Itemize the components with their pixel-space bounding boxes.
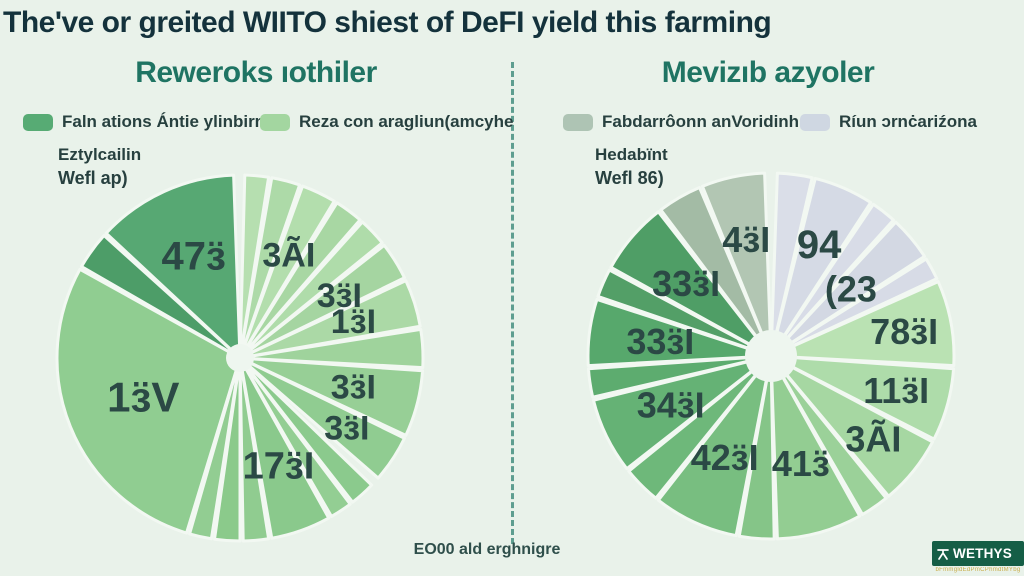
legend-swatch xyxy=(563,113,593,131)
legend-subline: Wefl ap) xyxy=(58,168,128,188)
pie-slice-label: 11ɜ̈I xyxy=(863,370,929,411)
page-title: The've or greited WIITO shiest of DeFI y… xyxy=(3,6,772,39)
legend-subline: Eztylcailin xyxy=(58,145,142,164)
pie-slice xyxy=(769,354,888,516)
legend-item: Fabdarrôonn anVoridinh xyxy=(563,112,799,132)
wethys-logo-box: WETHYS xyxy=(932,541,1024,566)
pie-slice xyxy=(238,356,406,480)
pie-center-hole xyxy=(745,330,797,382)
pie-slice xyxy=(586,297,773,368)
pie-slice xyxy=(238,201,362,360)
legend-subline: Hedabïnt xyxy=(595,145,668,164)
legend-label: Reza con aragliun(amcyhe xyxy=(299,112,514,131)
pie-slice-label: 3ɜ̈I xyxy=(317,277,362,315)
pie-slice-label: 33ɜ̈I xyxy=(652,263,720,304)
pie-slice xyxy=(769,202,895,358)
pie-slice-label: 94 xyxy=(797,223,842,267)
pie-slice-label: 1ɜ̈I xyxy=(331,303,376,341)
wethys-logo-text: WETHYS xyxy=(953,546,1012,561)
pie-slice xyxy=(769,176,873,358)
wethys-logo: WETHYS bFmmgldEdPmCPhmdtMYbg xyxy=(932,541,1024,573)
pie-slice xyxy=(238,184,336,360)
legend-label: Ríun ɔrnċariźona xyxy=(839,112,977,131)
pie-slice xyxy=(737,354,776,541)
pie-slice-label: 42ɜ̈I xyxy=(691,437,759,478)
section-header-right: Mevizıb azyoler xyxy=(661,56,875,89)
pie-slice xyxy=(238,356,352,518)
pie-slice-label: 41ɜ̈ xyxy=(772,443,830,484)
legend-item: Ríun ɔrnċariźona xyxy=(800,112,977,132)
legend-swatch xyxy=(800,113,830,131)
pie-slice xyxy=(238,279,422,360)
pie-slice-label: 3ÃI xyxy=(845,417,901,459)
pie-slice-label: 3ÃI xyxy=(262,237,315,275)
pie-slice xyxy=(55,267,242,535)
footer-caption: EO00 ald erghnigre xyxy=(413,541,561,558)
pie-slice-label: 1ɜ̈V xyxy=(107,374,179,421)
legend-item: Reza con aragliun(amcyhe xyxy=(260,112,513,132)
pie-slice xyxy=(700,171,773,358)
pie-slice xyxy=(769,220,926,358)
pie-slice xyxy=(238,243,406,360)
pie-slice xyxy=(596,268,773,358)
pie-slice-label: (23 xyxy=(825,268,877,309)
legend-label: Faln ations Ántie ylinbirm) xyxy=(62,112,276,131)
legend-swatch xyxy=(260,113,290,131)
pie-slice xyxy=(238,327,425,370)
pie-slice xyxy=(591,354,773,471)
pie-slice-label: 3ɜ̈I xyxy=(324,410,369,448)
pie-slice xyxy=(659,186,773,358)
pie-slice xyxy=(769,354,956,441)
pie-slice-label: 33ɜ̈I xyxy=(626,321,694,362)
pie-slice xyxy=(656,354,773,538)
legend-subline: Wefl 86) xyxy=(595,168,664,188)
pie-slice-label: 34ɜ̈I xyxy=(637,384,705,425)
pie-slice xyxy=(627,354,773,500)
wethys-logo-subtext: bFmmgldEdPmCPhmdtMYbg xyxy=(935,567,1021,573)
pie-slice xyxy=(238,220,384,360)
pie-slice xyxy=(769,280,956,368)
pie-slice xyxy=(238,356,425,437)
legend-swatch xyxy=(23,113,53,131)
pie-slice-label: 3ɜ̈I xyxy=(331,368,376,406)
pie-slice xyxy=(769,354,935,498)
section-header-left: Reweroks ıothiler xyxy=(135,56,377,89)
pie-slice xyxy=(104,173,242,360)
legend-item: Faln ations Ántie ylinbirm) xyxy=(23,112,275,132)
legend-label: Fabdarrôonn anVoridinh xyxy=(602,112,800,131)
wethys-logo-icon xyxy=(937,548,949,560)
pie-slice-label: 78ɜ̈I xyxy=(870,311,938,352)
pie-center-hole xyxy=(226,344,254,372)
pie-slice-label: 47ɜ̈ xyxy=(162,234,226,278)
section-divider xyxy=(511,62,514,544)
pie-slice xyxy=(769,354,862,541)
pie-slice xyxy=(769,257,939,358)
pie-slice xyxy=(609,210,773,358)
pie-slice xyxy=(238,356,271,543)
pie-slice xyxy=(238,356,331,540)
pie-slice xyxy=(586,354,773,399)
pie-slice-label: 4ɜ̈I xyxy=(722,219,770,260)
pie-slice xyxy=(238,356,374,504)
pie-slice-label: 17ɜ̈I xyxy=(243,446,315,488)
pie-slice xyxy=(80,234,242,360)
